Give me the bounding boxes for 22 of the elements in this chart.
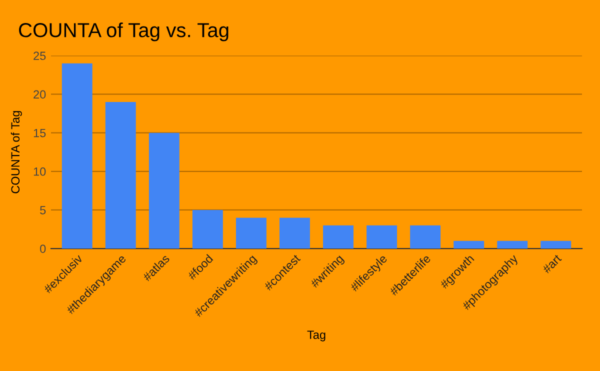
bar [497,240,528,249]
x-tick-label: #art [542,254,562,274]
y-tick-label: 20 [34,90,46,99]
bar [540,240,572,249]
bar [410,225,441,249]
bar [280,218,310,249]
bar [62,63,92,249]
y-tick-label: 15 [34,128,46,138]
chart-title: COUNTA of Tag vs. Tag [19,22,228,42]
bar [192,210,223,249]
bar [454,240,484,249]
bar [366,225,398,249]
y-tick-label: 10 [34,167,46,176]
y-axis-title: COUNTA of Tag [10,111,22,194]
y-tick-label: 25 [34,52,46,60]
bar [323,225,354,249]
bar [105,102,136,249]
bar [236,218,266,249]
y-tick-label: 0 [40,244,46,253]
bar [148,132,180,249]
x-axis-title: Tag [307,330,326,342]
y-tick-label: 5 [40,206,46,214]
